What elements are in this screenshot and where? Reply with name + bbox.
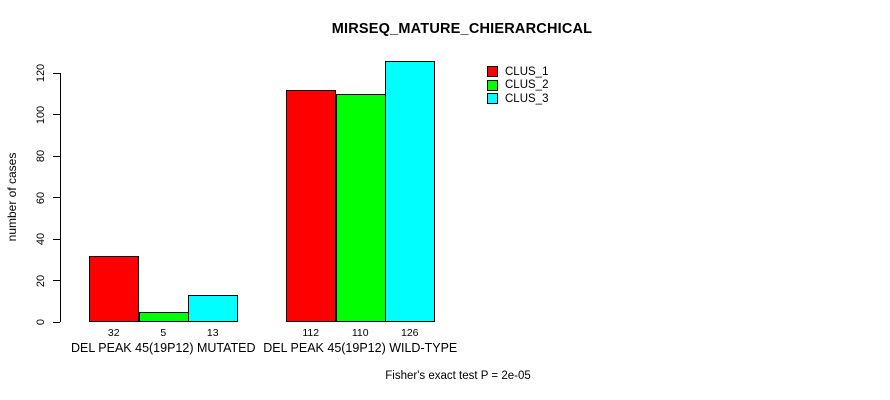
- y-tick: [53, 280, 60, 281]
- legend: CLUS_1 CLUS_2 CLUS_3: [487, 65, 548, 106]
- footnote: Fisher's exact test P = 2e-05: [385, 370, 531, 382]
- bar-value-label: 32: [107, 327, 120, 339]
- chart-title: MIRSEQ_MATURE_CHIERARCHICAL: [331, 21, 593, 37]
- bar: [336, 93, 386, 322]
- y-tick-label: 60: [35, 191, 47, 204]
- y-axis-line: [60, 73, 61, 322]
- legend-item: CLUS_1: [487, 65, 548, 79]
- bar: [139, 311, 189, 322]
- bar: [286, 89, 336, 322]
- y-axis-label: number of cases: [5, 152, 19, 242]
- legend-swatch: [487, 79, 498, 91]
- y-tick: [53, 197, 60, 198]
- bar: [188, 295, 238, 322]
- legend-label: CLUS_2: [505, 79, 549, 92]
- y-tick-label: 0: [35, 318, 47, 326]
- legend-item: CLUS_3: [487, 92, 548, 106]
- category-label: DEL PEAK 45(19P12) MUTATED: [70, 341, 256, 355]
- bar-value-label: 5: [160, 327, 167, 339]
- y-tick: [53, 114, 60, 115]
- category-label: DEL PEAK 45(19P12) WILD-TYPE: [263, 341, 458, 355]
- y-tick: [53, 72, 60, 74]
- legend-swatch: [487, 66, 498, 78]
- bar: [385, 60, 435, 322]
- bar-value-label: 13: [206, 327, 219, 339]
- legend-swatch: [487, 93, 498, 105]
- legend-label: CLUS_1: [505, 65, 549, 78]
- y-tick-label: 100: [35, 105, 47, 124]
- bar-value-label: 112: [302, 327, 320, 339]
- y-tick: [53, 321, 60, 323]
- y-tick-label: 120: [35, 63, 47, 83]
- y-tick-label: 80: [35, 149, 47, 163]
- y-tick-label: 40: [35, 232, 47, 246]
- legend-item: CLUS_2: [487, 79, 548, 93]
- legend-label: CLUS_3: [505, 92, 549, 105]
- y-tick-label: 20: [35, 274, 47, 287]
- bar-value-label: 126: [400, 327, 419, 339]
- y-tick: [53, 155, 60, 157]
- bar-value-label: 110: [351, 327, 369, 339]
- y-tick: [53, 238, 60, 240]
- bar: [89, 255, 139, 322]
